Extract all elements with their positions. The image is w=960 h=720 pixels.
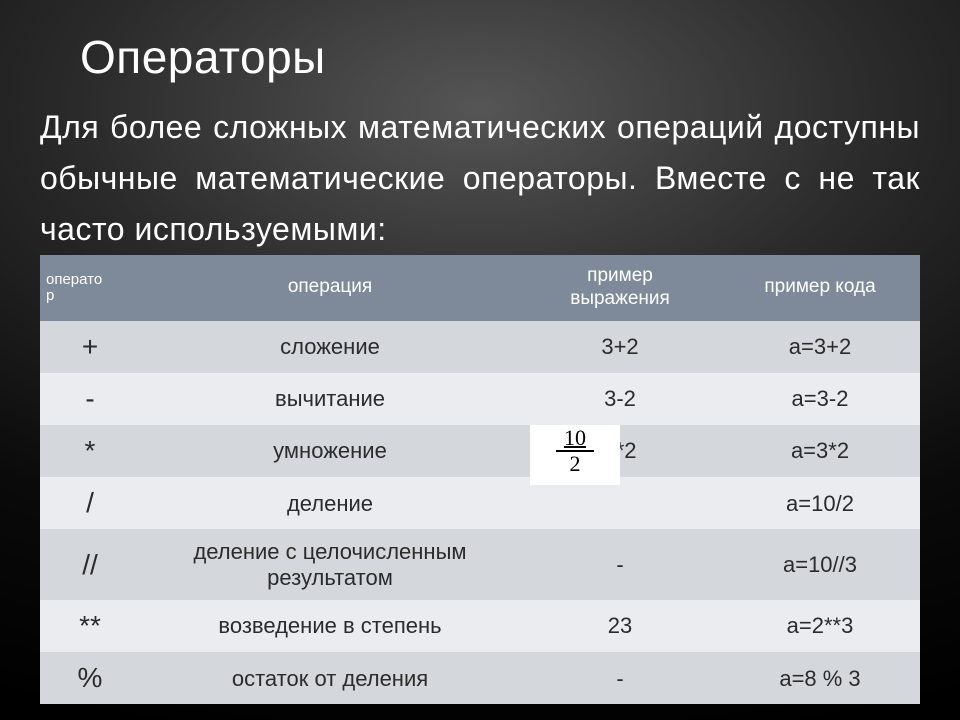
table-row: / деление a=10/2 bbox=[40, 477, 920, 529]
cell-op: // bbox=[40, 529, 140, 600]
table-row: + сложение 3+2 a=3+2 bbox=[40, 321, 920, 373]
table-row: % остаток от деления - a=8 % 3 bbox=[40, 652, 920, 704]
operators-table-container: операто р операция пример выражения прим… bbox=[40, 255, 920, 704]
intro-paragraph: Для более сложных математических операци… bbox=[40, 102, 920, 256]
cell-op: ** bbox=[40, 600, 140, 652]
cell-code: a=3-2 bbox=[720, 373, 920, 425]
cell-code: a=2**3 bbox=[720, 600, 920, 652]
cell-op: % bbox=[40, 652, 140, 704]
cell-expr: - bbox=[520, 529, 720, 600]
table-row: - вычитание 3-2 a=3-2 bbox=[40, 373, 920, 425]
th-operator: операто р bbox=[40, 255, 140, 321]
cell-code: a=3+2 bbox=[720, 321, 920, 373]
cell-name: деление bbox=[140, 477, 520, 529]
cell-op: * bbox=[40, 425, 140, 477]
fraction-overlay: 10 2 bbox=[530, 425, 620, 485]
cell-op: / bbox=[40, 477, 140, 529]
table-row: ** возведение в степень 23 a=2**3 bbox=[40, 600, 920, 652]
cell-op: + bbox=[40, 321, 140, 373]
table-header-row: операто р операция пример выражения прим… bbox=[40, 255, 920, 321]
operators-table: операто р операция пример выражения прим… bbox=[40, 255, 920, 704]
cell-expr: 23 bbox=[520, 600, 720, 652]
fraction-denominator: 2 bbox=[530, 452, 620, 476]
th-expression: пример выражения bbox=[520, 255, 720, 321]
cell-name: возведение в степень bbox=[140, 600, 520, 652]
th-code: пример кода bbox=[720, 255, 920, 321]
cell-expr: 3+2 bbox=[520, 321, 720, 373]
slide: Операторы Для более сложных математическ… bbox=[0, 0, 960, 720]
cell-expr: 3-2 bbox=[520, 373, 720, 425]
cell-name: вычитание bbox=[140, 373, 520, 425]
cell-code: a=10/2 bbox=[720, 477, 920, 529]
slide-title: Операторы bbox=[80, 30, 920, 84]
cell-code: a=3*2 bbox=[720, 425, 920, 477]
cell-code: a=10//3 bbox=[720, 529, 920, 600]
cell-code: a=8 % 3 bbox=[720, 652, 920, 704]
table-row: * умножение 3*2 a=3*2 bbox=[40, 425, 920, 477]
table-body: + сложение 3+2 a=3+2 - вычитание 3-2 a=3… bbox=[40, 321, 920, 705]
cell-name: умножение bbox=[140, 425, 520, 477]
cell-name: сложение bbox=[140, 321, 520, 373]
cell-name: деление с целочисленным результатом bbox=[140, 529, 520, 600]
cell-name: остаток от деления bbox=[140, 652, 520, 704]
th-operation: операция bbox=[140, 255, 520, 321]
fraction-numerator: 10 bbox=[556, 427, 594, 452]
cell-op: - bbox=[40, 373, 140, 425]
table-row: // деление с целочисленным результатом -… bbox=[40, 529, 920, 600]
cell-expr: - bbox=[520, 652, 720, 704]
